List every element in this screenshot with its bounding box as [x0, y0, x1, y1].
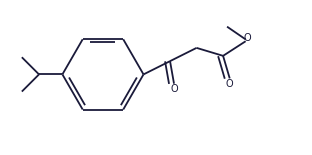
Text: O: O	[243, 33, 251, 43]
Text: O: O	[226, 79, 233, 89]
Text: O: O	[170, 84, 178, 94]
